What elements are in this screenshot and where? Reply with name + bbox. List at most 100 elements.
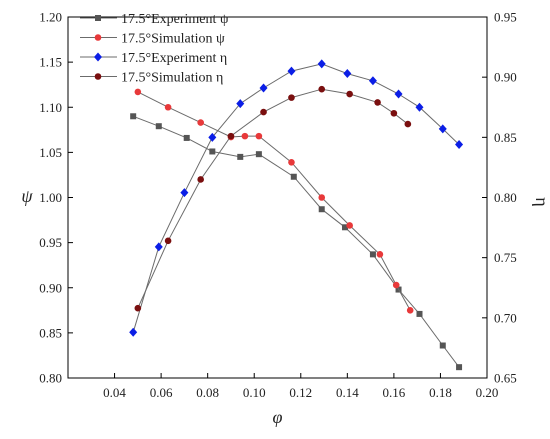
data-point <box>260 108 267 116</box>
x-tick-label: 0.08 <box>196 385 219 400</box>
data-point <box>288 94 295 101</box>
data-point <box>290 173 297 180</box>
x-tick-label: 0.06 <box>150 385 173 400</box>
data-point <box>255 132 263 140</box>
legend-label: 17.5°Simulation η <box>121 71 223 86</box>
data-point <box>438 124 447 134</box>
data-point <box>134 304 142 312</box>
y-left-tick-label: 1.05 <box>39 145 62 160</box>
data-point <box>287 66 296 76</box>
data-point <box>404 120 412 128</box>
data-point <box>197 119 204 126</box>
data-point <box>134 88 142 96</box>
data-point <box>154 242 163 252</box>
y-right-tick-label: 0.65 <box>494 371 517 386</box>
data-point <box>368 76 377 86</box>
data-point <box>237 153 244 160</box>
legend-item: 17.5°Experiment η <box>80 51 227 66</box>
x-tick-label: 0.14 <box>336 385 359 400</box>
legend: 17.5°Experiment ψ 17.5°Simulation ψ 17.5°E… <box>80 12 229 86</box>
y-left-tick-label: 0.90 <box>39 280 62 295</box>
legend-label: 17.5°Experiment ψ <box>121 12 229 27</box>
data-point <box>416 310 423 317</box>
data-point <box>164 103 172 111</box>
y-left-tick-label: 1.20 <box>39 10 62 25</box>
data-point <box>439 342 446 349</box>
y-left-tick-label: 1.15 <box>39 55 62 70</box>
data-point <box>374 99 381 106</box>
data-point <box>227 132 235 140</box>
data-point <box>346 222 353 229</box>
data-point <box>180 188 189 198</box>
series-layer <box>129 59 464 371</box>
legend-marker <box>94 52 102 62</box>
x-tick-label: 0.16 <box>383 385 406 400</box>
y-right-tick-label: 0.70 <box>494 310 517 325</box>
series-4 <box>134 85 412 312</box>
y-right-tick-label: 0.90 <box>494 70 517 85</box>
data-point <box>343 69 352 79</box>
legend-marker <box>94 34 102 41</box>
legend-label: 17.5°Experiment η <box>121 51 227 66</box>
legend-marker <box>94 73 102 80</box>
y-axis-right-label: η <box>532 197 550 206</box>
legend-marker <box>95 15 101 21</box>
data-point <box>406 307 414 314</box>
x-tick-label: 0.04 <box>103 385 126 400</box>
data-point <box>130 113 137 120</box>
data-point <box>390 109 398 117</box>
y-right-tick-label: 0.95 <box>494 10 517 25</box>
y-left-tick-label: 0.85 <box>39 325 62 340</box>
y-right-tick-label: 0.80 <box>494 190 517 205</box>
series-line <box>132 63 460 333</box>
y-left-tick-label: 0.80 <box>39 371 62 386</box>
x-tick-label: 0.20 <box>476 385 499 400</box>
legend-label: 17.5°Simulation ψ <box>121 32 225 47</box>
y-axis-left-label: ψ <box>21 186 33 206</box>
y-left-tick-label: 1.00 <box>39 190 62 205</box>
data-point <box>241 132 249 140</box>
data-point <box>197 176 204 183</box>
data-point <box>259 83 268 93</box>
x-tick-label: 0.12 <box>289 385 312 400</box>
data-point <box>236 99 245 109</box>
data-point <box>394 89 403 99</box>
data-point <box>318 206 325 213</box>
y-right-tick-label: 0.75 <box>494 250 517 265</box>
data-point <box>342 224 349 231</box>
series-line <box>137 88 409 309</box>
data-point <box>164 237 172 245</box>
data-point <box>209 148 216 155</box>
data-point <box>129 327 138 337</box>
data-point <box>317 59 326 69</box>
y-right-tick-label: 0.85 <box>494 130 517 145</box>
series-line <box>133 115 460 368</box>
data-point <box>346 90 353 98</box>
legend-item: 17.5°Simulation ψ <box>80 32 225 47</box>
series-3 <box>129 59 464 337</box>
legend-item: 17.5°Experiment ψ <box>80 12 229 27</box>
axes: 0.04 0.06 0.08 0.10 0.12 0.14 0.16 0.18 0.20 0.80… <box>39 10 517 401</box>
data-point <box>208 132 217 142</box>
data-point <box>376 251 384 258</box>
data-point <box>155 123 162 130</box>
series-1 <box>130 113 463 371</box>
x-tick-label: 0.18 <box>429 385 452 400</box>
data-point <box>183 134 190 141</box>
data-point <box>369 251 376 258</box>
data-point <box>318 85 326 93</box>
series-line <box>137 91 411 311</box>
y-left-tick-label: 1.10 <box>39 100 62 115</box>
data-point <box>456 364 463 371</box>
data-point <box>288 159 295 166</box>
x-tick-label: 0.10 <box>243 385 266 400</box>
series-2 <box>134 88 414 314</box>
data-point <box>318 194 326 201</box>
legend-item: 17.5°Simulation η <box>80 71 223 86</box>
data-point <box>392 281 400 289</box>
data-point <box>455 140 464 150</box>
y-left-tick-label: 0.95 <box>39 235 62 250</box>
data-point <box>415 102 424 112</box>
data-point <box>255 151 262 158</box>
